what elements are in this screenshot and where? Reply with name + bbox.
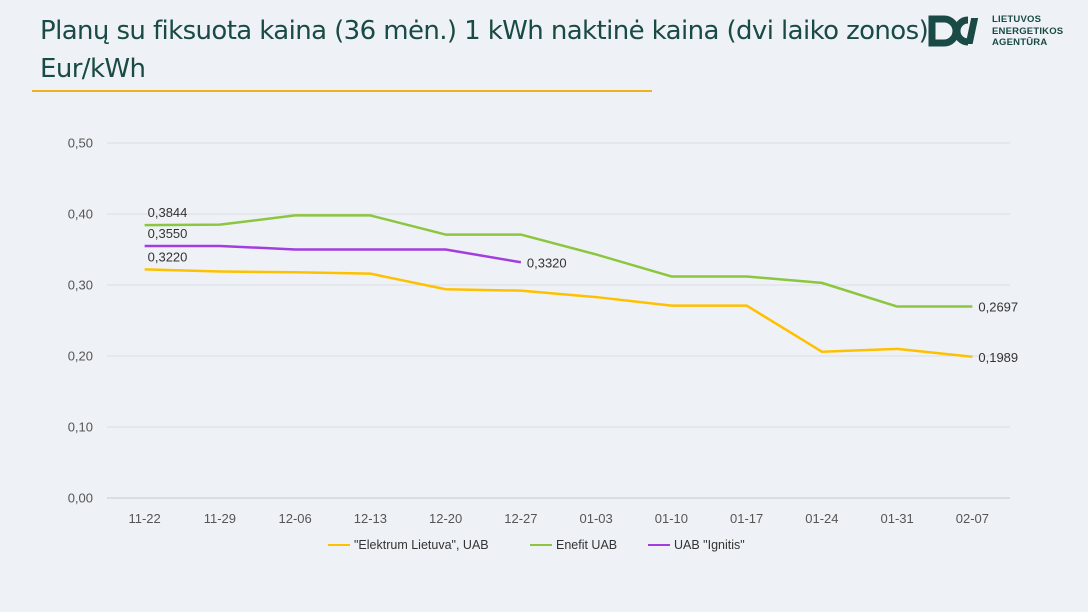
y-tick-label: 0,10 — [68, 420, 93, 435]
x-tick-label: 11-29 — [204, 511, 236, 526]
y-axis-tick-labels: 0,00 0,10 0,20 0,30 0,40 0,50 — [68, 136, 93, 506]
data-label: 0,3550 — [148, 226, 188, 241]
series-line-enefit — [144, 214, 973, 308]
x-tick-label: 12-27 — [504, 511, 537, 526]
x-tick-label: 01-10 — [655, 511, 688, 526]
chart-title: Planų su fiksuota kaina (36 mėn.) 1 kWh … — [40, 12, 940, 88]
y-tick-label: 0,00 — [68, 491, 93, 506]
legend-item-elektrum: "Elektrum Lietuva", UAB — [328, 538, 489, 552]
chart-gridlines — [107, 142, 1010, 499]
chart-title-line-2: Eur/kWh — [40, 54, 146, 84]
legend-swatch — [648, 544, 670, 546]
legend-label: "Elektrum Lietuva", UAB — [354, 538, 489, 552]
x-tick-label: 01-17 — [730, 511, 763, 526]
title-underline — [32, 90, 652, 92]
series-line-elektrum — [144, 268, 973, 359]
x-tick-label: 11-22 — [128, 511, 160, 526]
energy-agency-logo-icon — [928, 15, 979, 47]
x-tick-label: 12-13 — [354, 511, 387, 526]
y-tick-label: 0,40 — [68, 207, 93, 222]
series-line-ignitis — [144, 244, 522, 264]
logo-text-line-1: LIETUVOS — [992, 14, 1042, 25]
x-axis-tick-labels: 11-22 11-29 12-06 12-13 12-20 12-27 01-03 01-10… — [128, 511, 989, 526]
legend-item-ignitis: UAB "Ignitis" — [648, 538, 745, 552]
legend-swatch — [328, 544, 350, 546]
line-chart: 0,00 0,10 0,20 0,30 0,40 0,50 11-22 11-29 12-06… — [68, 136, 1019, 527]
y-tick-label: 0,30 — [68, 278, 93, 293]
logo-text: LIETUVOS ENERGETIKOS AGENTŪRA — [992, 14, 1063, 49]
logo-text-line-3: AGENTŪRA — [992, 37, 1048, 48]
data-label: 0,2697 — [978, 300, 1018, 315]
x-tick-label: 01-31 — [881, 511, 914, 526]
data-label: 0,3220 — [148, 249, 188, 264]
legend-label: UAB "Ignitis" — [674, 538, 745, 552]
chart-data-labels: 0,3220 0,1989 0,3844 0,2697 0,3550 0,3320 — [148, 205, 1019, 365]
logo-text-line-2: ENERGETIKOS — [992, 25, 1064, 37]
energy-agency-logo: LIETUVOS ENERGETIKOS AGENTŪRA — [928, 12, 1078, 54]
chart-title-line-1: Planų su fiksuota kaina (36 mėn.) 1 kWh … — [40, 16, 936, 46]
x-tick-label: 01-24 — [805, 511, 838, 526]
y-tick-label: 0,50 — [68, 136, 93, 151]
x-tick-label: 12-20 — [429, 511, 462, 526]
chart-legend: "Elektrum Lietuva", UAB Enefit UAB UAB "Ig… — [0, 538, 1088, 558]
legend-item-enefit: Enefit UAB — [530, 538, 617, 552]
x-tick-label: 02-07 — [956, 511, 989, 526]
x-tick-label: 01-03 — [580, 511, 613, 526]
chart-series — [144, 214, 973, 359]
data-label: 0,3844 — [148, 205, 188, 220]
data-label: 0,3320 — [527, 255, 567, 270]
x-tick-label: 12-06 — [279, 511, 312, 526]
legend-label: Enefit UAB — [556, 538, 618, 552]
data-label: 0,1989 — [978, 350, 1018, 365]
y-tick-label: 0,20 — [68, 349, 93, 364]
legend-swatch — [530, 544, 552, 546]
